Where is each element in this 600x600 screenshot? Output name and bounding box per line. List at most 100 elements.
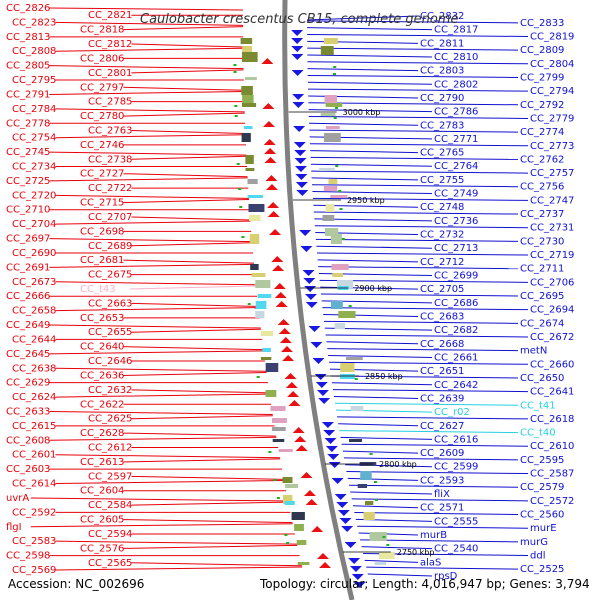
left-gene-label: CC_2734: [12, 162, 56, 173]
reverse-gene-arrow: [339, 518, 352, 524]
right-gene-label: CC_2748: [420, 202, 464, 213]
left-feature-block: [255, 311, 265, 318]
right-gene-label: CC_2730: [520, 236, 564, 247]
reverse-gene-arrow: [349, 566, 362, 572]
left-leader-line: [129, 285, 257, 290]
forward-gene-arrow: [280, 346, 293, 352]
left-gene-label: CC_2727: [80, 169, 124, 180]
right-gene-label: CC_2786: [434, 107, 478, 118]
left-leader-line: [55, 47, 244, 52]
left-gene-label: CC_2622: [80, 399, 124, 410]
reverse-gene-arrow: [304, 286, 317, 292]
right-leader-line: [339, 430, 519, 434]
forward-gene-arrow: [262, 121, 275, 127]
right-feature-block: [369, 532, 387, 541]
right-leader-line: [307, 20, 519, 24]
right-leader-line: [308, 88, 529, 92]
left-leader-line: [49, 263, 255, 268]
right-gene-label: CC_2618: [530, 414, 574, 425]
left-leader-line: [123, 458, 281, 463]
right-gene-label: rpsD: [434, 571, 458, 582]
left-marker: [241, 236, 245, 238]
left-gene-label: CC_2715: [80, 198, 124, 209]
right-leader-line: [317, 252, 529, 256]
left-gene-label: CC_2784: [12, 104, 56, 115]
right-gene-label: CC_2783: [420, 120, 464, 131]
right-leader-line: [343, 457, 519, 461]
right-gene-label: CC_2572: [530, 496, 574, 507]
right-leader-line: [367, 573, 433, 577]
left-leader-line: [55, 540, 298, 545]
left-gene-label: CC_2629: [6, 378, 50, 389]
left-leader-line: [123, 199, 249, 204]
left-marker: [286, 542, 290, 544]
left-gene-label: CC_2704: [12, 219, 56, 230]
left-leader-line: [123, 26, 244, 31]
right-feature-block: [323, 38, 338, 44]
right-gene-label: CC_2731: [530, 223, 574, 234]
right-leader-line: [314, 225, 529, 229]
right-feature-block: [348, 439, 362, 442]
left-leader-line: [123, 86, 245, 91]
right-gene-label: alaS: [420, 557, 441, 568]
left-gene-label: CC_2778: [6, 118, 50, 129]
right-gene-label: CC_2627: [420, 421, 464, 432]
right-gene-label: CC_2719: [530, 250, 574, 261]
right-gene-label: CC_2672: [530, 332, 574, 343]
left-gene-label: CC_2785: [88, 97, 132, 108]
right-gene-label: CC_2755: [420, 175, 464, 186]
genome-title: Caulobacter crescentus CB15, complete ge…: [140, 12, 458, 27]
right-gene-label: CC_2661: [434, 352, 478, 363]
reverse-gene-arrow: [291, 70, 304, 76]
right-feature-block: [320, 46, 334, 55]
right-leader-line: [357, 525, 529, 529]
forward-gene-arrow: [282, 355, 295, 361]
left-leader-line: [131, 242, 253, 247]
reverse-gene-arrow: [353, 582, 366, 588]
left-leader-line: [55, 220, 251, 225]
left-feature-block: [294, 524, 304, 531]
left-gene-label: CC_2698: [80, 226, 124, 237]
right-gene-label: CC_2674: [520, 318, 564, 329]
left-gene-label: CC_2707: [88, 212, 132, 223]
left-leader-line: [131, 216, 251, 221]
left-gene-label: CC_2565: [88, 558, 132, 569]
forward-gene-arrow: [265, 175, 278, 181]
left-leader-line: [131, 129, 246, 134]
left-feature-block: [285, 484, 299, 488]
left-feature-block: [255, 301, 267, 309]
right-gene-label: CC_2705: [420, 284, 464, 295]
right-feature-block: [331, 264, 349, 270]
left-gene-label: CC_2805: [6, 61, 50, 72]
right-gene-label: metN: [520, 346, 547, 357]
left-gene-label: CC_2604: [80, 486, 124, 497]
left-feature-block: [262, 348, 271, 352]
right-feature-block: [332, 273, 344, 277]
right-gene-label: CC_2804: [530, 59, 574, 70]
right-gene-label: CC_2790: [420, 93, 464, 104]
right-leader-line: [346, 471, 529, 475]
left-gene-label: CC_2605: [80, 515, 124, 526]
right-leader-line: [320, 293, 519, 297]
right-marker: [386, 544, 390, 546]
right-leader-line: [309, 129, 519, 133]
forward-gene-arrow: [311, 526, 324, 532]
left-leader-line: [55, 480, 285, 485]
left-gene-label: CC_2569: [12, 565, 56, 576]
reverse-gene-arrow: [296, 190, 309, 196]
right-leader-line: [340, 436, 433, 440]
right-leader-line: [323, 320, 519, 324]
forward-gene-arrow: [287, 391, 300, 397]
right-gene-label: CC_2660: [530, 359, 574, 370]
left-leader-line: [123, 371, 267, 376]
left-gene-label: CC_2645: [6, 349, 50, 360]
left-feature-block: [248, 204, 265, 212]
forward-gene-arrow: [262, 103, 275, 109]
right-leader-line: [351, 498, 529, 502]
left-gene-label: CC_2812: [88, 39, 132, 50]
left-gene-label: CC_2640: [80, 342, 124, 353]
kbp-mark-label: 2950 kbp: [347, 196, 385, 205]
accession-text: Accession: NC_002696: [8, 577, 144, 591]
left-feature-block: [282, 495, 293, 504]
gene-arrows: [261, 30, 366, 588]
